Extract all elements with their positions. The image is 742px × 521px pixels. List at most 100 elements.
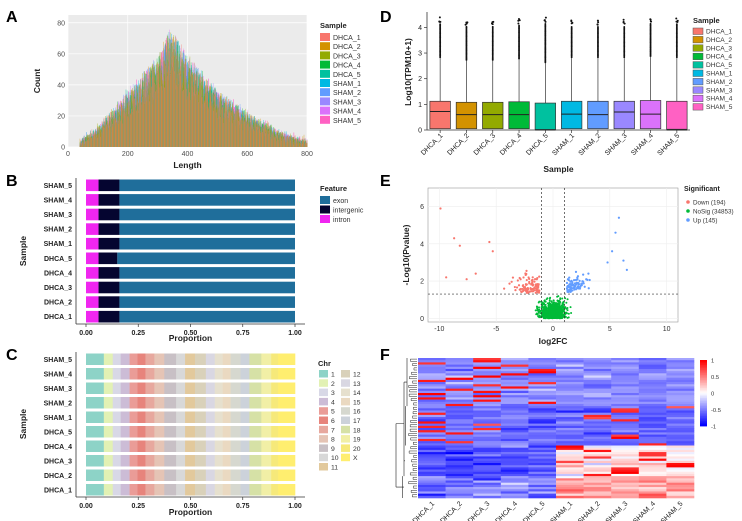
stacked-bar-segment (194, 411, 207, 423)
stacked-bar-segment (240, 426, 250, 438)
box-body (455, 101, 478, 130)
legend-d-label: SHAM_1 (706, 71, 733, 78)
legend-a-label: SHAM_5 (333, 118, 361, 125)
x-axis-title: Proportion (169, 507, 212, 517)
stacked-bar-segment (222, 440, 231, 452)
legend-d-label: DHCA_1 (706, 29, 732, 36)
y-tick-label: SHAM_3 (44, 212, 73, 219)
box-outlier (438, 20, 441, 23)
legend-a-key (320, 106, 330, 115)
stacked-bar-segment (185, 484, 196, 496)
x-axis-title: Sample (543, 164, 574, 174)
legend-a-label: DHCA_5 (333, 72, 361, 79)
legend-b-label: intergenic (333, 208, 364, 215)
legend-c-label: 2 (331, 381, 335, 388)
stacked-bar-segment (194, 353, 207, 365)
stacked-bar-segment (103, 353, 114, 365)
legend-c-label: 17 (353, 418, 361, 425)
stacked-bar-segment (112, 426, 121, 438)
legend-d-key (692, 103, 704, 111)
stacked-bar-segment (261, 397, 272, 409)
box-body (639, 100, 662, 130)
box-outlier (675, 17, 678, 20)
stacked-bar-segment (271, 484, 279, 496)
volcano-point-nosig (570, 312, 573, 315)
stacked-bar-segment (249, 353, 262, 365)
stacked-bar-segment (112, 382, 121, 394)
stacked-bar-segment (249, 484, 262, 496)
x-tick-label: 0 (551, 326, 555, 333)
y-tick-label: 2 (420, 279, 424, 286)
x-tick-label: SHAM_4 (630, 132, 655, 157)
box-outlier (517, 17, 520, 20)
stacked-bar-segment (240, 382, 250, 394)
legend-d-key (692, 27, 704, 35)
legend-d-key (692, 52, 704, 60)
stacked-bar-segment (230, 353, 241, 365)
y-tick-label: DHCA_1 (44, 487, 72, 494)
legend-a-label: SHAM_3 (333, 99, 361, 106)
x-axis-title: Proportion (169, 333, 212, 343)
legend-c-label: 12 (353, 372, 361, 379)
legend-d-label: DHCA_5 (706, 62, 732, 69)
y-tick-label: 40 (57, 82, 65, 89)
stacked-bar-segment (240, 469, 250, 481)
stacked-bar-segment (176, 455, 186, 467)
x-tick-label: 0.50 (184, 330, 198, 337)
legend-d-key (692, 69, 704, 77)
x-tick-label: 800 (301, 151, 313, 158)
legend-c-key (341, 407, 350, 415)
legend-d-label: SHAM_2 (706, 79, 733, 86)
legend-c-label: 4 (331, 399, 335, 406)
stacked-bar-segment (222, 484, 231, 496)
stacked-bar-segment (120, 368, 130, 380)
stacked-bar-segment (119, 179, 295, 192)
x-tick-label: 1.00 (288, 330, 302, 337)
y-tick-label: 4 (418, 25, 422, 32)
legend-b-title: Feature (320, 184, 347, 193)
stacked-bar-segment (278, 353, 296, 365)
box-outlier (571, 21, 574, 24)
stacked-bar-segment (137, 455, 146, 467)
stacked-bar-segment (176, 382, 186, 394)
stacked-bar-segment (154, 469, 165, 481)
legend-c-label: 14 (353, 390, 361, 397)
stacked-bar-segment (271, 382, 279, 394)
stacked-bar-segment (164, 397, 177, 409)
box-outlier (518, 24, 520, 27)
stacked-bar-segment (278, 411, 296, 423)
legend-d-key (692, 78, 704, 86)
stacked-bar-segment (230, 440, 241, 452)
stacked-bar-segment (98, 281, 120, 294)
stacked-bar-segment (164, 469, 177, 481)
x-tick-label: 400 (182, 151, 194, 158)
legend-c-key (319, 397, 328, 406)
stacked-bar-segment (86, 281, 99, 294)
x-tick-label: 0.00 (79, 503, 93, 510)
y-tick-label: 2 (418, 76, 422, 83)
legend-d-key (692, 36, 704, 44)
stacked-bar-segment (98, 179, 120, 192)
stacked-bar-segment (176, 411, 186, 423)
panel-letter-e: E (380, 173, 391, 190)
legend-c-key (341, 453, 350, 462)
stacked-bar-segment (129, 353, 138, 365)
stacked-bar-segment (271, 440, 279, 452)
y-tick-label: 6 (420, 204, 424, 211)
stacked-bar-segment (240, 455, 250, 467)
stacked-bar-segment (98, 267, 120, 279)
stacked-bar-segment (154, 426, 165, 438)
stacked-bar-segment (176, 484, 186, 496)
stacked-bar-segment (240, 484, 250, 496)
stacked-bar-segment (86, 397, 105, 409)
x-tick-label: 5 (608, 326, 612, 333)
legend-d-label: SHAM_5 (706, 104, 733, 111)
stacked-bar-segment (214, 353, 223, 365)
legend-d-label: DHCA_4 (706, 54, 732, 61)
legend-b-label: exon (333, 198, 348, 205)
y-tick-label: DHCA_1 (44, 314, 72, 321)
legend-c-label: 6 (331, 418, 335, 425)
legend-c-key (341, 388, 350, 397)
volcano-point-nosig (538, 314, 541, 317)
